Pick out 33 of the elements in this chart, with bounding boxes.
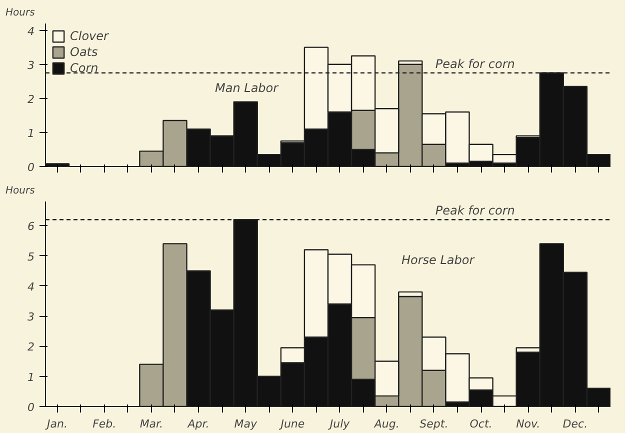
x-tick-label: June (278, 418, 305, 430)
y-tick-label: 2 (28, 340, 34, 354)
ref-line-label: Peak for corn (435, 204, 515, 218)
y-tick-label: 3 (28, 58, 34, 72)
x-tick-label: July (328, 418, 350, 430)
x-tick-label: Aug. (373, 418, 400, 430)
y-tick-label: 5 (28, 250, 34, 264)
y-tick-label: 0 (28, 401, 34, 414)
y-tick-label: 3 (28, 310, 34, 324)
y-tick-label: 6 (28, 220, 34, 234)
x-tick-label: Jan. (45, 418, 68, 430)
x-tick-label: Apr. (186, 418, 210, 430)
y-tick-label: 0 (28, 161, 34, 174)
legend-label: Corn (70, 61, 98, 75)
legend-label: Clover (70, 29, 108, 43)
text: Man Labor (215, 81, 280, 95)
x-tick-label: Mar. (140, 418, 164, 430)
y-tick-label: 1 (28, 370, 34, 384)
y-tick-label: 2 (28, 92, 34, 106)
x-tick-label: Nov. (516, 418, 540, 430)
x-tick-label: Oct. (470, 418, 492, 430)
y-tick-label: 4 (28, 24, 34, 38)
x-tick-label: Feb. (92, 418, 116, 430)
text: Horse Labor (401, 253, 476, 268)
legend-label: Oats (70, 45, 98, 59)
y-axis-title: Hours (6, 8, 35, 18)
y-tick-label: 4 (28, 280, 34, 294)
y-tick-label: 1 (28, 126, 34, 140)
ref-line-label: Peak for corn (435, 56, 515, 71)
x-tick-label: Sept. (420, 418, 448, 430)
x-tick-label: May (234, 418, 258, 430)
y-axis-title: Hours (6, 186, 35, 196)
x-tick-label: Dec. (562, 418, 588, 430)
